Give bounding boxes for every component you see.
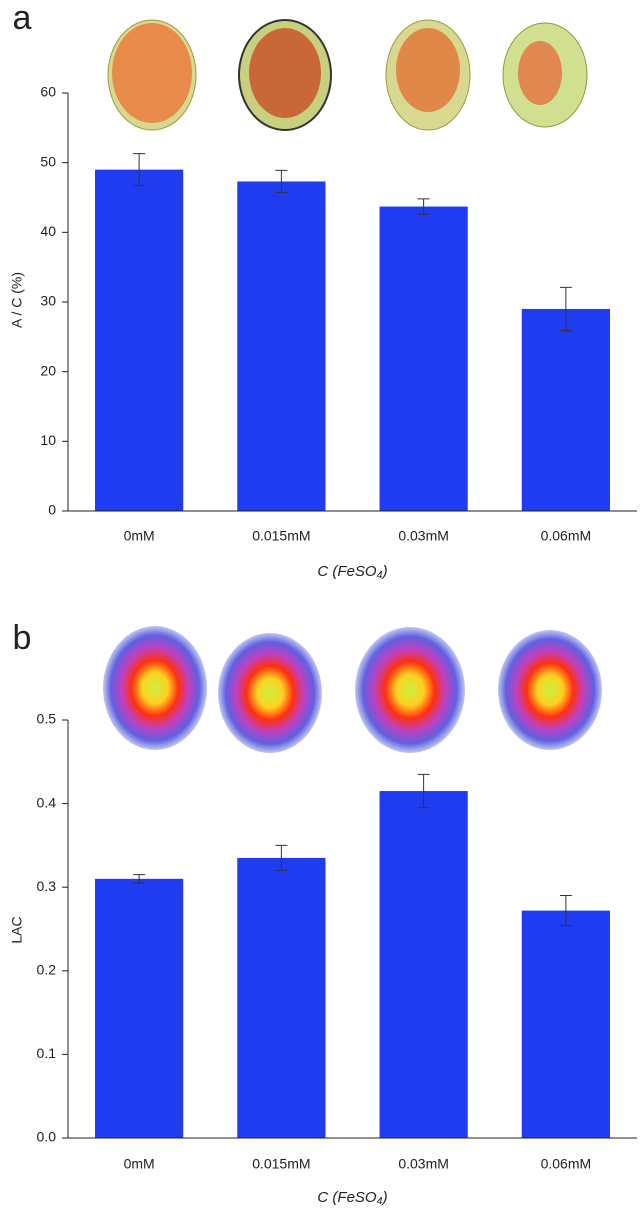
- y-tick-label: 10: [40, 432, 56, 448]
- error-bar: [133, 874, 146, 884]
- error-bar: [559, 286, 572, 332]
- error-bar: [417, 198, 430, 215]
- y-axis-label: LAC: [9, 916, 25, 943]
- x-tick-label: 0.03mM: [398, 1156, 449, 1172]
- bar: [521, 910, 610, 1138]
- error-bar: [133, 153, 146, 187]
- x-tick-label: 0.06mM: [541, 1156, 592, 1172]
- x-tick-label: 0.03mM: [398, 528, 449, 544]
- x-tick-label: 0mM: [124, 528, 155, 544]
- x-tick-label: 0.015mM: [252, 528, 310, 544]
- x-axis-label: C (FeSO₄): [317, 1189, 387, 1206]
- x-tick-label: 0.015mM: [252, 1156, 310, 1172]
- x-tick-label: 0mM: [124, 1156, 155, 1172]
- specimen-images-b: [103, 626, 602, 753]
- y-tick-label: 40: [40, 223, 56, 239]
- bar: [237, 857, 326, 1138]
- bar: [95, 169, 184, 511]
- error-bar: [417, 773, 430, 809]
- bar: [95, 878, 184, 1138]
- y-tick-label: 20: [40, 362, 56, 378]
- y-tick-label: 0.3: [37, 878, 57, 894]
- y-axis-label: A / C (%): [9, 272, 25, 328]
- y-tick-label: 0.5: [37, 711, 57, 727]
- y-tick-label: 0.1: [37, 1045, 57, 1061]
- panel-label: a: [13, 0, 32, 37]
- error-bar: [559, 895, 572, 927]
- bar: [237, 181, 326, 511]
- y-tick-label: 50: [40, 153, 56, 169]
- y-tick-label: 0.2: [37, 962, 57, 978]
- y-tick-label: 30: [40, 293, 56, 309]
- bar: [379, 206, 468, 511]
- y-tick-label: 60: [40, 84, 56, 100]
- x-axis-label: C (FeSO₄): [317, 563, 387, 580]
- specimen-images-a: [107, 19, 588, 131]
- y-tick-label: 0.4: [37, 794, 57, 810]
- bar: [521, 308, 610, 511]
- bar: [379, 791, 468, 1138]
- y-tick-label: 0.0: [37, 1129, 57, 1145]
- x-tick-label: 0.06mM: [541, 528, 592, 544]
- error-bar: [275, 844, 288, 871]
- panel-label: b: [13, 619, 32, 657]
- error-bar: [275, 169, 288, 194]
- y-tick-label: 0: [48, 502, 56, 518]
